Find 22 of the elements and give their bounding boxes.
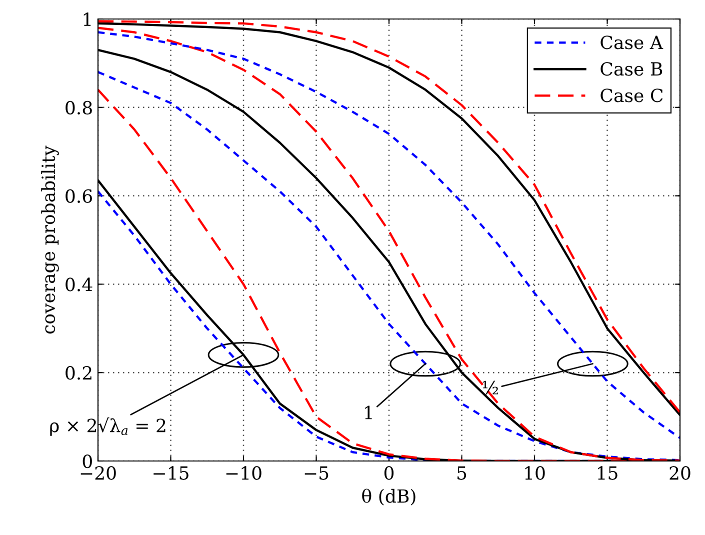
x-tick-label: −5: [304, 466, 328, 480]
y-tick-label: 0: [82, 454, 92, 468]
legend-label: Case B: [600, 62, 662, 76]
x-tick-label: −10: [226, 466, 262, 480]
x-tick-label: 5: [458, 466, 466, 480]
legend-label: Case C: [600, 88, 663, 102]
y-tick-label: 0.2: [66, 366, 92, 380]
y-tick-label: 0.8: [66, 100, 92, 115]
x-tick-label: 15: [598, 466, 618, 480]
x-axis-title: θ (dB): [362, 488, 416, 506]
x-tick-label: −20: [80, 466, 116, 480]
y-tick-label: 0.4: [66, 278, 92, 292]
x-tick-label: 20: [670, 466, 690, 480]
x-tick-label: −15: [154, 466, 188, 480]
x-tick-label: 10: [525, 466, 545, 480]
annotation: 1: [365, 406, 372, 420]
x-tick-label: 0: [384, 466, 394, 480]
y-tick-label: 0.6: [66, 189, 92, 203]
y-axis-title: coverage probability: [41, 146, 59, 334]
annotation: ½: [482, 380, 498, 394]
legend-label: Case A: [600, 36, 664, 50]
y-tick-label: 1: [84, 12, 91, 26]
